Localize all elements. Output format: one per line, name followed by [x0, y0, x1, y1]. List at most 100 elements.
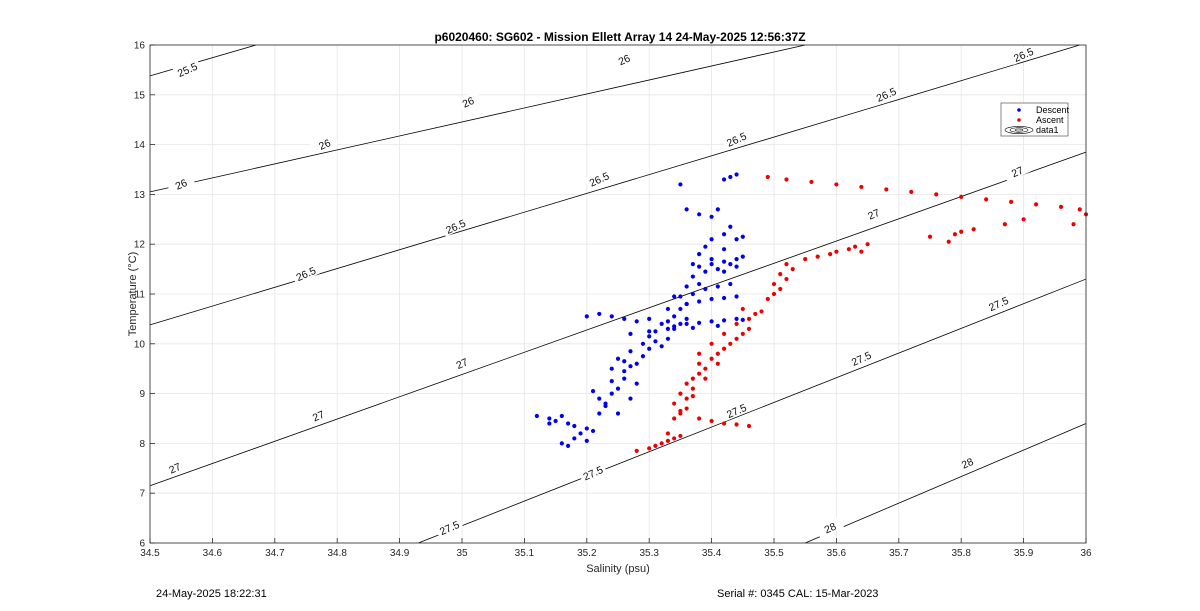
contour-label-bg	[441, 215, 470, 237]
data-point-descent	[647, 329, 652, 334]
data-point-descent	[622, 359, 627, 364]
data-point-descent	[690, 262, 695, 267]
data-point-ascent	[715, 351, 720, 356]
data-point-ascent	[778, 286, 783, 292]
data-point-ascent	[690, 376, 695, 381]
data-point-descent	[609, 391, 614, 396]
data-point-ascent	[721, 421, 727, 426]
x-tick-label: 35.8	[951, 548, 971, 559]
y-tick-label: 14	[134, 140, 146, 151]
contour-label: 27	[311, 409, 327, 425]
data-point-ascent	[859, 249, 864, 254]
data-point-descent	[678, 294, 683, 299]
data-point-descent	[597, 411, 602, 416]
data-point-descent	[615, 356, 621, 361]
y-tick-label: 11	[135, 290, 146, 301]
y-tick-label: 15	[134, 90, 146, 101]
data-point-descent	[622, 376, 627, 381]
contour-label-bg	[453, 90, 483, 113]
data-point-descent	[647, 346, 652, 351]
contour-label: 27	[866, 207, 882, 223]
contour-label: 26	[317, 137, 333, 153]
data-point-descent	[634, 361, 639, 366]
x-tick-label: 35.5	[764, 548, 784, 559]
data-point-ascent	[690, 393, 695, 399]
contour-label: 26	[174, 177, 190, 193]
y-tick-label: 7	[139, 489, 145, 500]
data-point-descent	[559, 441, 564, 446]
contour-label-bg	[859, 202, 888, 225]
data-point-ascent	[734, 336, 739, 341]
data-point-descent	[703, 286, 708, 292]
data-point-descent	[721, 269, 727, 274]
data-point-descent	[740, 234, 745, 239]
x-axis-label: Salinity (psu)	[586, 563, 650, 575]
data-point-descent	[628, 349, 633, 354]
contour-label-bg	[952, 451, 982, 474]
y-axis-label: Temperature (°C)	[127, 252, 139, 336]
contour-label: 27	[1010, 165, 1026, 181]
data-point-ascent	[853, 244, 858, 249]
data-point-descent	[697, 212, 702, 217]
data-point-ascent	[884, 187, 889, 192]
data-point-descent	[615, 386, 621, 391]
y-tick-label: 13	[134, 190, 146, 201]
data-point-descent	[584, 314, 589, 319]
x-axis-ticks: 34.5 34.6 34.7 34.8 34.9 35 35.1 35.2 35.3 35.4 35…	[140, 538, 1092, 559]
data-point-descent	[659, 321, 664, 326]
data-point-ascent	[771, 281, 777, 287]
data-point-descent	[609, 366, 614, 371]
data-point-descent	[572, 436, 577, 441]
data-point-descent	[715, 267, 720, 272]
legend-label-ascent: Ascent	[1036, 115, 1064, 125]
x-tick-label: 35.1	[515, 548, 535, 559]
data-point-descent	[684, 284, 689, 289]
data-point-descent	[584, 438, 589, 444]
data-point-ascent	[672, 401, 677, 406]
data-point-descent	[547, 416, 552, 421]
data-point-descent	[715, 207, 720, 212]
data-point-ascent	[1077, 207, 1082, 212]
contour-line	[149, 44, 257, 77]
contour-label-bg	[166, 172, 196, 195]
data-point-ascent	[1071, 222, 1076, 227]
data-point-descent	[697, 252, 702, 257]
data-point-descent	[709, 319, 714, 324]
data-point-descent	[590, 389, 596, 394]
data-point-ascent	[927, 234, 933, 239]
contour-label-bg	[871, 83, 901, 105]
y-tick-label: 16	[134, 41, 146, 52]
contour-label: 26	[461, 95, 477, 111]
data-point-descent	[628, 364, 633, 369]
data-point-ascent	[678, 408, 683, 414]
data-point-ascent	[684, 406, 689, 411]
footer-timestamp: 24-May-2025 18:22:31	[156, 588, 267, 600]
data-point-ascent	[959, 229, 964, 234]
data-point-ascent	[734, 422, 739, 427]
contour-label-bg	[447, 352, 476, 374]
data-point-ascent	[809, 179, 814, 185]
data-point-ascent	[659, 441, 664, 446]
data-point-ascent	[784, 177, 789, 182]
contour-label-bg	[584, 167, 614, 190]
x-tick-label: 35.2	[577, 548, 597, 559]
data-point-descent	[665, 326, 671, 331]
data-point-descent	[728, 262, 733, 267]
data-point-descent	[721, 259, 727, 264]
data-point-descent	[640, 354, 646, 359]
contour-label-bg	[291, 262, 320, 284]
data-point-descent	[684, 321, 689, 326]
legend-marker-ascent	[1017, 118, 1021, 122]
data-point-ascent	[778, 271, 783, 277]
data-point-descent	[740, 317, 745, 322]
data-point-descent	[672, 314, 677, 319]
contour-label-bg	[309, 132, 339, 155]
data-point-descent	[653, 339, 658, 344]
data-point-ascent	[746, 316, 752, 321]
data-point-descent	[534, 413, 539, 419]
data-point-ascent	[678, 391, 683, 396]
y-tick-label: 9	[139, 389, 145, 400]
data-point-ascent	[1002, 222, 1007, 227]
contour-label-bg	[434, 516, 464, 538]
